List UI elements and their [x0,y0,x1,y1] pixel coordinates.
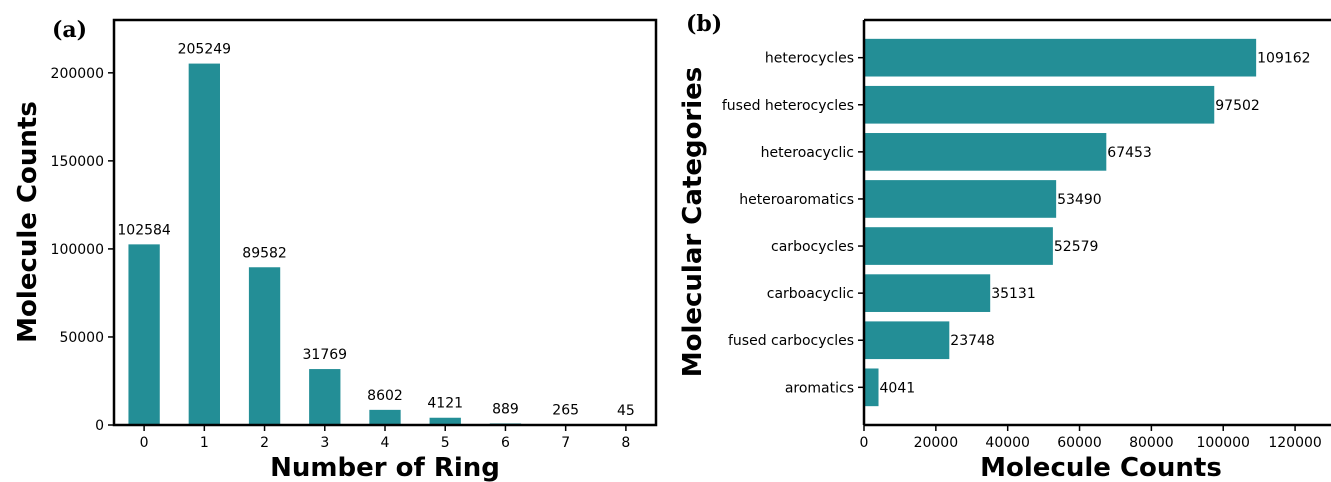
panel-a-x-axis-ticks: 0 1 2 3 4 5 6 7 8 [140,425,630,451]
data-label-carbocycles: 52579 [1054,239,1099,255]
bar-heterocycles [864,38,1257,77]
data-label-ring-4: 8602 [367,388,403,404]
panel-a-x-axis-title: Number of Ring [270,453,500,482]
y-tick-label-100000: 100000 [51,242,104,258]
panel-b-category-chart: (b) 109162 97502 67453 53490 52579 35131 23748… [678,11,1331,482]
data-label-ring-6: 889 [492,401,519,417]
panel-b-x-axis-title: Molecule Counts [980,453,1222,482]
y-tick-label-50000: 50000 [59,330,104,346]
panel-a-label: (a) [52,17,87,43]
x-tick-label-20000: 20000 [914,435,959,451]
category-label-fused-carbocycles: fused carbocycles [728,333,854,349]
data-label-fused-carbocycles: 23748 [950,333,995,349]
x-tick-label-0: 0 [860,435,869,451]
x-tick-label-3: 3 [320,435,329,451]
x-tick-label-4: 4 [381,435,390,451]
data-label-ring-2: 89582 [242,245,287,261]
x-tick-label-2: 2 [260,435,269,451]
bar-ring-0 [128,244,160,425]
data-label-fused-heterocycles: 97502 [1215,98,1260,114]
x-tick-label-60000: 60000 [1057,435,1102,451]
panel-b-category-ticks: heterocycles fused heterocycles heteroacyc… [722,51,864,396]
panel-a-data-labels: 102584 205249 89582 31769 8602 4121 889 265 45 [117,42,634,419]
panel-b-data-labels: 109162 97502 67453 53490 52579 35131 23748 4041 [880,51,1311,397]
category-label-aromatics: aromatics [785,380,854,396]
bar-ring-5 [429,417,461,425]
bar-aromatics [864,368,879,407]
data-label-heteroacyclic: 67453 [1107,145,1152,161]
bar-ring-3 [309,369,341,425]
data-label-heteroaromatics: 53490 [1057,192,1102,208]
x-tick-label-7: 7 [561,435,570,451]
category-label-heterocycles: heterocycles [765,51,854,67]
panel-b-label: (b) [686,11,722,37]
category-label-heteroaromatics: heteroaromatics [739,192,854,208]
y-tick-label-150000: 150000 [51,154,104,170]
data-label-aromatics: 4041 [880,380,916,396]
data-label-ring-7: 265 [552,403,579,419]
panel-a-bars [128,63,642,425]
category-label-heteroacyclic: heteroacyclic [761,145,854,161]
data-label-heterocycles: 109162 [1257,51,1310,67]
y-tick-label-200000: 200000 [51,66,104,82]
panel-a-y-axis-ticks: 0 50000 100000 150000 200000 [51,66,114,434]
bar-heteroacyclic [864,133,1107,171]
panel-b-y-axis-title: Molecular Categories [678,67,708,378]
category-label-carboacyclic: carboacyclic [767,286,854,302]
x-tick-label-5: 5 [441,435,450,451]
data-label-carboacyclic: 35131 [991,286,1036,302]
data-label-ring-1: 205249 [178,42,231,58]
panel-a-y-axis-title: Molecule Counts [13,101,43,343]
x-tick-label-40000: 40000 [985,435,1030,451]
bar-ring-2 [248,267,281,425]
panel-a-frame [112,18,658,427]
category-label-carbocycles: carbocycles [771,239,854,255]
x-tick-label-100000: 100000 [1197,435,1250,451]
x-tick-label-8: 8 [621,435,630,451]
bar-carbocycles [864,227,1053,265]
data-label-ring-3: 31769 [303,347,348,363]
panel-b-bars [864,38,1257,407]
bar-ring-4 [369,409,401,425]
data-label-ring-5: 4121 [427,396,463,412]
data-label-ring-8: 45 [617,403,635,419]
x-tick-label-0: 0 [140,435,149,451]
bar-carboacyclic [864,274,991,312]
data-label-ring-0: 102584 [117,222,171,238]
bar-fused-heterocycles [864,85,1215,124]
x-tick-label-1: 1 [200,435,209,451]
y-tick-label-0: 0 [95,418,104,434]
x-tick-label-6: 6 [501,435,510,451]
x-tick-label-80000: 80000 [1129,435,1174,451]
x-tick-label-120000: 120000 [1268,435,1321,451]
panel-b-x-axis-ticks: 0 20000 40000 60000 80000 100000 120000 [860,425,1322,451]
category-label-fused-heterocycles: fused heterocycles [722,98,854,114]
bar-ring-1 [188,63,220,425]
bar-fused-carbocycles [864,321,950,360]
bar-heteroaromatics [864,180,1057,218]
